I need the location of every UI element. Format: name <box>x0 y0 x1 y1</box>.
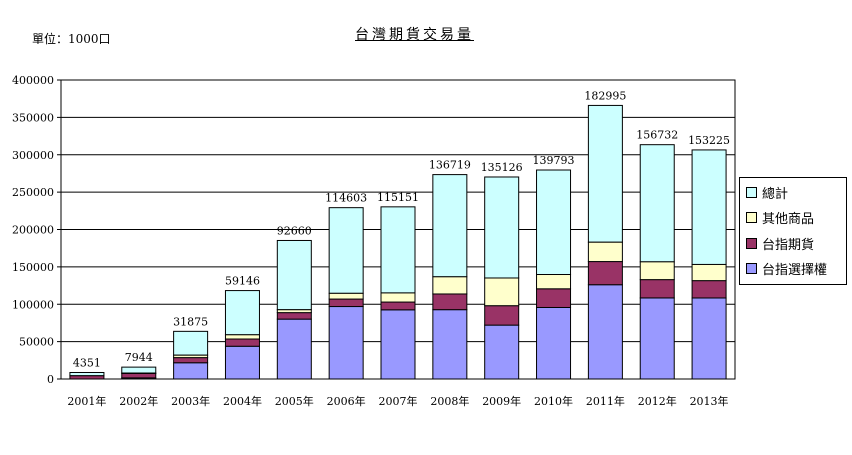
data-label-total: 92660 <box>277 224 312 237</box>
data-label-total: 4351 <box>73 356 101 369</box>
x-tick-label: 2010年 <box>534 394 573 408</box>
bar-segment-total <box>484 176 520 279</box>
bar-segment-total <box>639 144 675 263</box>
bar-segment-futures <box>587 261 623 286</box>
bar-segment-futures <box>224 338 260 347</box>
y-tick-label: 400000 <box>12 74 54 87</box>
bar-segment-other <box>484 277 520 307</box>
bar-segment-options <box>328 306 364 380</box>
bar-segment-futures <box>432 293 468 311</box>
bar-segment-futures <box>380 301 416 311</box>
unit-label: 單位：1000口 <box>32 32 111 46</box>
bar-segment-futures <box>173 357 209 364</box>
bar-segment-total <box>691 149 727 265</box>
bar-segment-total <box>380 206 416 294</box>
legend: 總計 其他商品 台指期貨 台指選擇權 <box>739 177 847 285</box>
bar-segment-other <box>328 292 364 300</box>
x-tick-label: 2012年 <box>638 394 677 408</box>
bar-segment-other <box>380 292 416 303</box>
bar-segment-other <box>639 261 675 281</box>
legend-label-total: 總計 <box>762 186 789 202</box>
bar-segment-futures <box>691 280 727 299</box>
x-tick-label: 2003年 <box>171 394 210 408</box>
y-tick-label: 0 <box>47 373 54 386</box>
bar-segment-total <box>432 174 468 278</box>
data-label-total: 31875 <box>173 315 208 328</box>
bar-segment-options <box>173 362 209 380</box>
bar-segment-other <box>432 276 468 295</box>
bar-segment-options <box>276 318 312 380</box>
bar-segment-futures <box>484 305 520 326</box>
x-tick-label: 2007年 <box>379 394 418 408</box>
bar-segment-options <box>484 324 520 380</box>
y-tick-label: 350000 <box>12 111 54 124</box>
bar-segment-futures <box>328 298 364 308</box>
bar-segment-other <box>536 274 572 290</box>
x-tick-label: 2009年 <box>482 394 521 408</box>
bar-segment-other <box>587 241 623 263</box>
data-label-total: 114603 <box>325 192 367 205</box>
data-label-total: 135126 <box>481 161 523 174</box>
data-label-total: 182995 <box>584 89 626 102</box>
y-tick-label: 150000 <box>12 261 54 274</box>
data-label-total: 136719 <box>429 159 471 172</box>
x-tick-label: 2001年 <box>67 394 106 408</box>
bar-segment-options <box>380 309 416 380</box>
bar-segment-options <box>536 306 572 380</box>
x-tick-label: 2005年 <box>275 394 314 408</box>
legend-label-other: 其他商品 <box>762 211 815 227</box>
data-label-total: 115151 <box>377 191 419 204</box>
bar-segment-total <box>536 169 572 276</box>
bar-segment-total <box>121 366 157 374</box>
x-tick-label: 2013年 <box>690 394 729 408</box>
legend-item-total: 總計 <box>746 184 789 202</box>
legend-label-options: 台指選擇權 <box>762 262 828 278</box>
legend-swatch-other <box>746 211 757 223</box>
data-label-total: 7944 <box>125 351 153 364</box>
bar-segment-futures <box>536 288 572 308</box>
bar-segment-other <box>224 334 260 340</box>
legend-swatch-total <box>746 186 757 198</box>
data-label-total: 156732 <box>636 129 678 142</box>
x-tick-label: 2006年 <box>327 394 366 408</box>
legend-item-futures: 台指期貨 <box>746 235 815 253</box>
bar-segment-options <box>639 297 675 380</box>
data-label-total: 153225 <box>688 134 730 147</box>
data-label-total: 59146 <box>225 275 260 288</box>
y-tick-label: 250000 <box>12 186 54 199</box>
bar-segment-total <box>328 207 364 294</box>
bar-segment-other <box>276 309 312 314</box>
bar-segment-total <box>276 239 312 311</box>
legend-swatch-futures <box>746 237 757 249</box>
y-tick-label: 300000 <box>12 149 54 162</box>
bar-segment-options <box>432 309 468 380</box>
bar-segment-futures <box>639 279 675 299</box>
y-tick-label: 100000 <box>12 298 54 311</box>
bar-segment-options <box>691 297 727 380</box>
bar-segment-other <box>691 263 727 282</box>
bar-segment-options <box>224 345 260 380</box>
legend-swatch-options <box>746 262 757 274</box>
bar-segment-total <box>224 290 260 336</box>
legend-item-options: 台指選擇權 <box>746 260 828 278</box>
y-tick-label: 200000 <box>12 224 54 237</box>
x-tick-label: 2004年 <box>223 394 262 408</box>
bar-segment-futures <box>69 375 105 380</box>
bar-segment-total <box>173 330 209 356</box>
x-tick-label: 2002年 <box>119 394 158 408</box>
bar-segment-futures <box>276 312 312 320</box>
x-tick-label: 2008年 <box>430 394 469 408</box>
bar-segment-options <box>587 284 623 380</box>
bar-segment-total <box>587 104 623 243</box>
legend-item-other: 其他商品 <box>746 209 815 227</box>
chart-title: 台灣期貨交易量 <box>355 27 474 43</box>
legend-label-futures: 台指期貨 <box>762 237 815 253</box>
bar-segment-other <box>173 354 209 359</box>
y-tick-label: 50000 <box>19 336 54 349</box>
data-label-total: 139793 <box>533 154 575 167</box>
x-tick-label: 2011年 <box>586 394 625 408</box>
bar-segment-futures <box>121 372 157 379</box>
